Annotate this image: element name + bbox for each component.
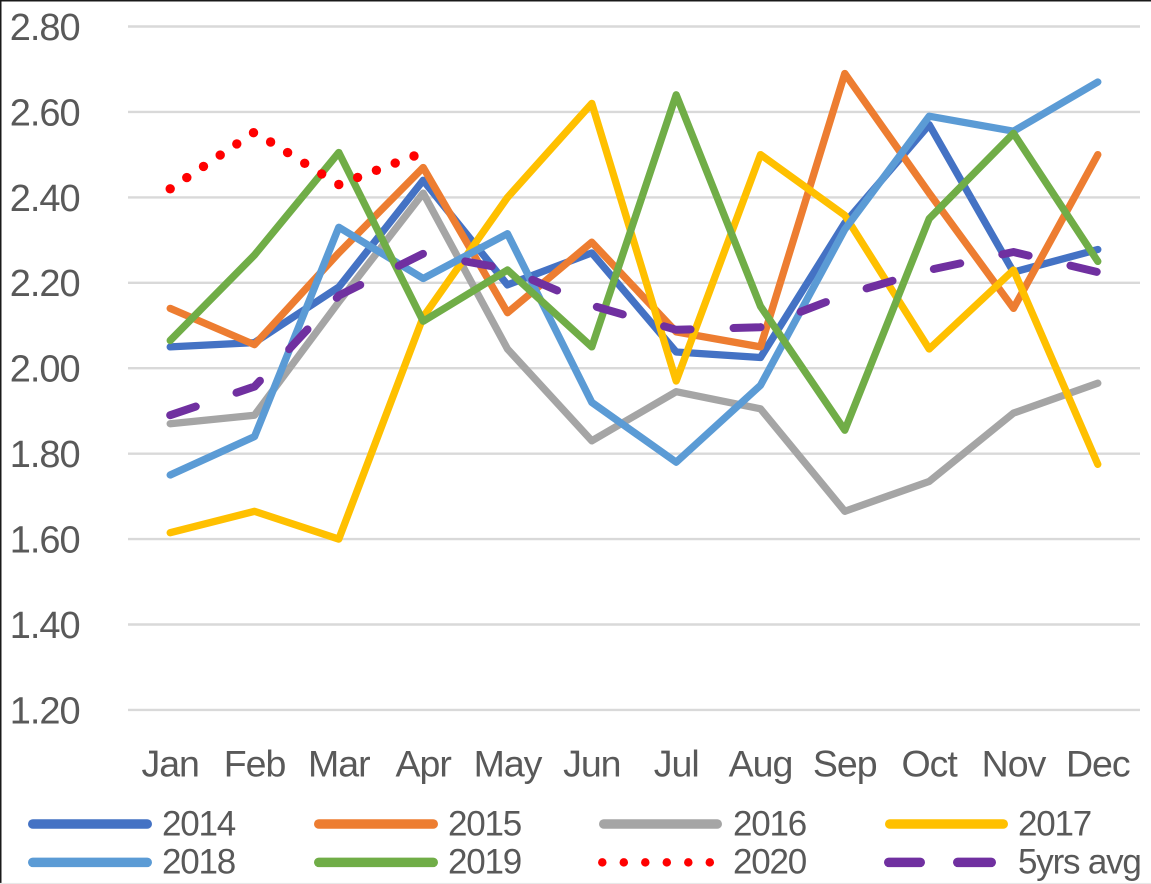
- svg-text:Jul: Jul: [654, 742, 699, 784]
- svg-text:Aug: Aug: [729, 742, 793, 784]
- svg-text:1.20: 1.20: [10, 690, 80, 732]
- svg-text:2015: 2015: [448, 805, 521, 844]
- svg-text:2.60: 2.60: [10, 92, 80, 134]
- svg-text:2014: 2014: [162, 805, 236, 844]
- svg-text:Apr: Apr: [396, 742, 452, 784]
- svg-text:Sep: Sep: [813, 742, 877, 784]
- svg-text:Mar: Mar: [308, 742, 370, 784]
- svg-text:2018: 2018: [162, 843, 235, 882]
- svg-text:Jan: Jan: [141, 742, 198, 784]
- svg-text:2020: 2020: [733, 843, 807, 882]
- svg-text:2017: 2017: [1018, 805, 1091, 844]
- svg-text:2.00: 2.00: [10, 349, 80, 391]
- svg-text:2016: 2016: [733, 805, 806, 844]
- svg-text:1.80: 1.80: [10, 434, 80, 476]
- svg-text:Oct: Oct: [902, 742, 959, 784]
- svg-text:2.80: 2.80: [10, 7, 80, 49]
- svg-text:2.20: 2.20: [10, 263, 80, 305]
- svg-text:2.40: 2.40: [10, 178, 80, 220]
- svg-text:Dec: Dec: [1066, 742, 1130, 784]
- svg-text:Feb: Feb: [224, 742, 286, 784]
- svg-text:May: May: [474, 742, 543, 784]
- svg-text:1.60: 1.60: [10, 520, 80, 562]
- svg-text:5yrs avg: 5yrs avg: [1018, 843, 1141, 882]
- svg-text:Nov: Nov: [982, 742, 1047, 784]
- svg-text:2019: 2019: [448, 843, 521, 882]
- svg-text:Jun: Jun: [563, 742, 620, 784]
- svg-text:1.40: 1.40: [10, 605, 80, 647]
